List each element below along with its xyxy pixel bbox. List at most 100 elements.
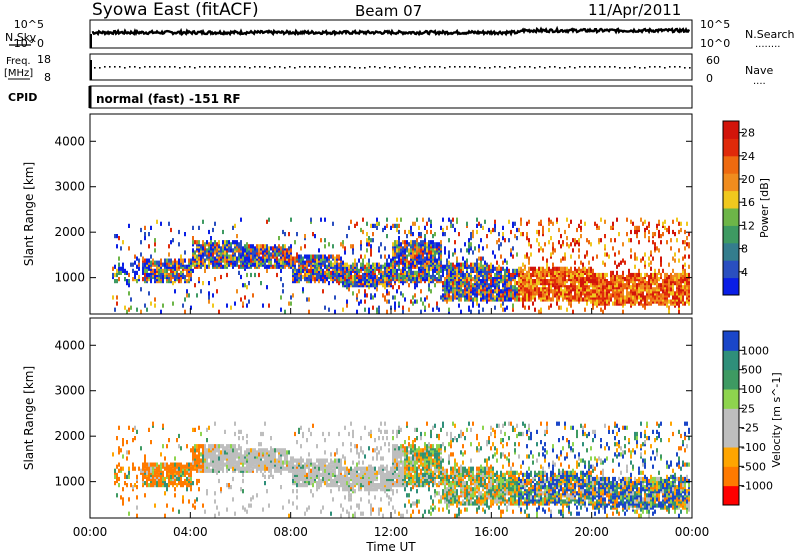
heatmap-cell bbox=[488, 293, 490, 298]
heatmap-cell bbox=[122, 487, 124, 492]
heatmap-cell bbox=[186, 264, 188, 269]
heatmap-cell bbox=[272, 246, 274, 251]
heatmap-cell bbox=[596, 254, 598, 259]
heatmap-cell bbox=[148, 258, 150, 263]
heatmap-cell bbox=[410, 232, 412, 237]
heatmap-cell bbox=[224, 462, 226, 467]
heatmap-cell bbox=[394, 262, 396, 267]
heatmap-cell bbox=[554, 248, 556, 253]
heatmap-cell bbox=[178, 229, 180, 235]
heatmap-cell bbox=[180, 478, 182, 484]
heatmap-cell bbox=[372, 232, 374, 237]
heatmap-cell bbox=[550, 297, 552, 302]
heatmap-cell bbox=[478, 248, 480, 253]
heatmap-cell bbox=[164, 462, 166, 467]
heatmap-cell bbox=[648, 262, 650, 267]
heatmap-cell bbox=[362, 217, 364, 222]
heatmap-cell bbox=[346, 299, 348, 304]
heatmap-cell bbox=[368, 238, 370, 243]
heatmap-cell bbox=[668, 262, 670, 267]
heatmap-cell bbox=[358, 268, 360, 273]
heatmap-cell bbox=[182, 464, 184, 469]
heatmap-cell bbox=[230, 444, 232, 449]
heatmap-cell bbox=[634, 281, 636, 286]
heatmap-cell bbox=[592, 305, 594, 310]
heatmap-cell bbox=[308, 458, 310, 463]
heatmap-cell bbox=[622, 258, 624, 263]
heatmap-cell bbox=[248, 460, 250, 465]
heatmap-cell bbox=[658, 283, 660, 288]
freq-sample bbox=[504, 67, 506, 69]
heatmap-cell bbox=[532, 270, 534, 275]
freq-sample bbox=[424, 66, 426, 68]
heatmap-cell bbox=[396, 254, 398, 259]
heatmap-cell bbox=[494, 285, 496, 290]
heatmap-cell bbox=[484, 295, 486, 300]
heatmap-cell bbox=[588, 291, 590, 296]
heatmap-cell bbox=[210, 236, 212, 241]
heatmap-cell bbox=[214, 513, 216, 518]
heatmap-cell bbox=[128, 223, 130, 228]
heatmap-cell bbox=[218, 444, 220, 449]
heatmap-cell bbox=[292, 478, 294, 484]
heatmap-cell bbox=[250, 503, 252, 508]
heatmap-cell bbox=[538, 232, 540, 237]
heatmap-cell bbox=[162, 470, 164, 475]
heatmap-cell bbox=[208, 260, 210, 265]
heatmap-cell bbox=[186, 444, 188, 449]
heatmap-cell bbox=[382, 293, 384, 298]
heatmap-cell bbox=[626, 217, 628, 222]
heatmap-cell bbox=[174, 270, 176, 275]
heatmap-cell bbox=[242, 462, 244, 467]
heatmap-cell bbox=[462, 262, 464, 267]
heatmap-cell bbox=[528, 305, 530, 310]
heatmap-cell bbox=[370, 274, 372, 280]
heatmap-cell bbox=[688, 254, 690, 259]
heatmap-cell bbox=[298, 254, 300, 259]
heatmap-cell bbox=[456, 217, 458, 222]
heatmap-cell bbox=[464, 260, 466, 265]
heatmap-cell bbox=[600, 307, 602, 312]
heatmap-cell bbox=[408, 307, 410, 312]
heatmap-cell bbox=[524, 305, 526, 310]
beam-title: Beam 07 bbox=[355, 2, 422, 20]
heatmap-cell bbox=[482, 264, 484, 269]
freq-sample bbox=[389, 67, 391, 69]
heatmap-cell bbox=[142, 462, 144, 467]
heatmap-cell bbox=[216, 289, 218, 294]
heatmap-cell bbox=[494, 295, 496, 300]
heatmap-cell bbox=[438, 266, 440, 271]
heatmap-cell bbox=[582, 291, 584, 296]
heatmap-cell bbox=[586, 268, 588, 273]
heatmap-cell bbox=[426, 256, 428, 261]
heatmap-cell bbox=[662, 232, 664, 237]
heatmap-cell bbox=[292, 293, 294, 298]
freq-sample bbox=[309, 66, 311, 68]
heatmap-cell bbox=[198, 487, 200, 492]
heatmap-cell bbox=[396, 274, 398, 280]
heatmap-cell bbox=[370, 252, 372, 257]
freq-sample bbox=[109, 66, 111, 68]
heatmap-cell bbox=[212, 464, 214, 469]
heatmap-cell bbox=[266, 244, 268, 249]
heatmap-cell bbox=[560, 287, 562, 292]
heatmap-cell bbox=[122, 262, 124, 267]
heatmap-cell bbox=[198, 240, 200, 245]
heatmap-cell bbox=[266, 254, 268, 259]
heatmap-cell bbox=[224, 429, 226, 434]
heatmap-cell bbox=[486, 234, 488, 239]
heatmap-cell bbox=[242, 458, 244, 463]
heatmap-cell bbox=[546, 295, 548, 300]
heatmap-cell bbox=[634, 264, 636, 269]
heatmap-cell bbox=[122, 438, 124, 443]
heatmap-cell bbox=[598, 272, 600, 278]
heatmap-cell bbox=[578, 223, 580, 228]
heatmap-cell bbox=[124, 268, 126, 273]
heatmap-cell bbox=[470, 266, 472, 271]
heatmap-cell bbox=[354, 258, 356, 263]
heatmap-cell bbox=[564, 266, 566, 271]
heatmap-cell bbox=[370, 244, 372, 249]
heatmap-cell bbox=[476, 229, 478, 235]
heatmap-cell bbox=[296, 440, 298, 445]
freq-sample bbox=[634, 66, 636, 68]
